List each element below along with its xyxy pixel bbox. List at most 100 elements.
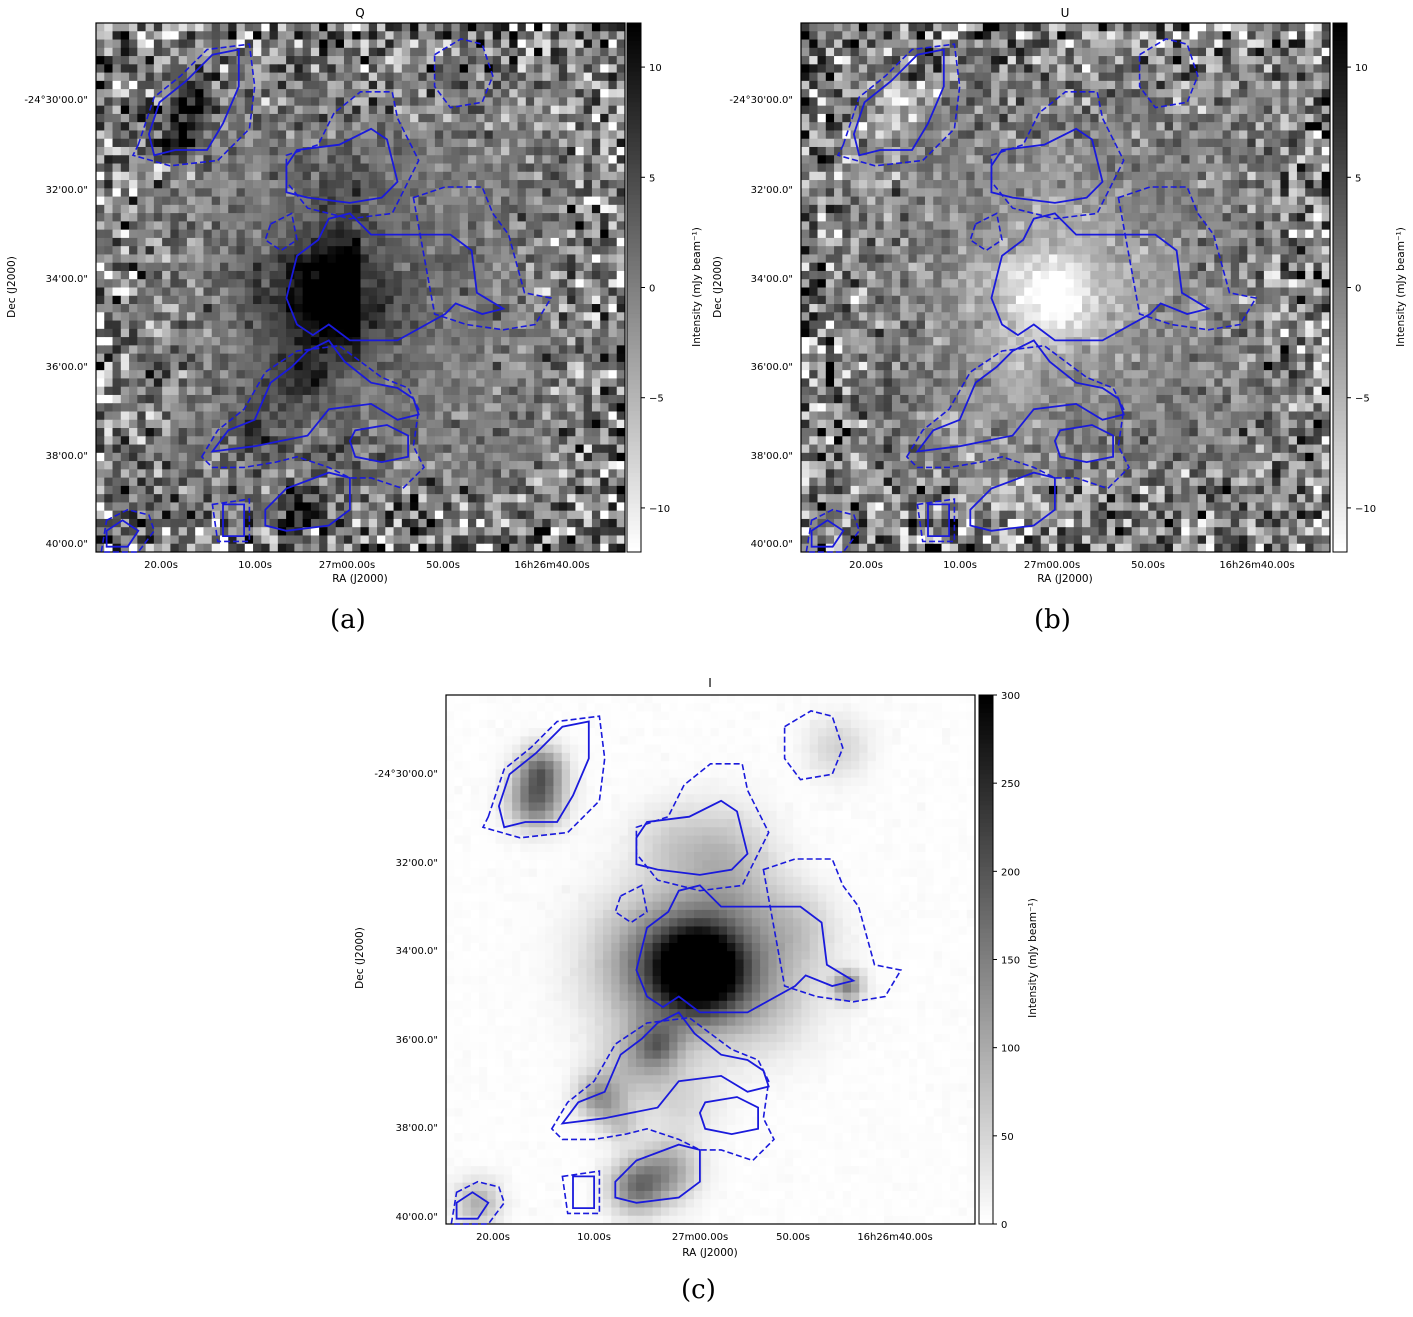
map-pixel [559, 147, 568, 156]
map-pixel [162, 205, 171, 214]
map-pixel [608, 304, 617, 313]
map-pixel [435, 395, 444, 404]
map-pixel [551, 172, 560, 181]
map-pixel [501, 122, 510, 131]
map-pixel [1223, 64, 1232, 73]
map-pixel [427, 544, 436, 553]
map-pixel [551, 312, 560, 321]
map-pixel [212, 89, 221, 98]
map-pixel [933, 114, 942, 123]
map-pixel [187, 81, 196, 90]
map-pixel [451, 345, 460, 354]
map-pixel [1247, 89, 1256, 98]
map-pixel [617, 337, 626, 346]
map-pixel [361, 494, 370, 503]
map-pixel [96, 312, 105, 321]
map-pixel [294, 461, 303, 470]
map-pixel [228, 387, 237, 396]
map-pixel [96, 511, 105, 520]
map-pixel [129, 122, 138, 131]
map-pixel [534, 469, 543, 478]
map-pixel [377, 147, 386, 156]
map-pixel [162, 337, 171, 346]
map-pixel [327, 130, 336, 139]
map-pixel [96, 453, 105, 462]
map-pixel [146, 494, 155, 503]
map-pixel [377, 511, 386, 520]
map-pixel [526, 246, 535, 255]
map-pixel [418, 31, 427, 40]
map-pixel [584, 23, 593, 32]
map-pixel [352, 230, 361, 239]
map-pixel [278, 321, 287, 330]
map-pixel [385, 288, 394, 297]
colorbar-swatch [627, 314, 641, 319]
map-pixel [534, 403, 543, 412]
map-pixel [460, 436, 469, 445]
map-pixel [170, 387, 179, 396]
map-pixel [418, 403, 427, 412]
map-pixel [608, 221, 617, 230]
map-pixel [427, 494, 436, 503]
map-pixel [129, 469, 138, 478]
map-pixel [327, 246, 336, 255]
map-pixel [113, 354, 122, 363]
map-pixel [567, 164, 576, 173]
map-pixel [96, 48, 105, 57]
map-pixel [559, 114, 568, 123]
map-pixel [195, 544, 204, 553]
map-pixel [1206, 73, 1215, 82]
map-pixel [509, 64, 518, 73]
map-pixel [327, 106, 336, 115]
map-pixel [245, 362, 254, 371]
map-pixel [261, 345, 270, 354]
map-pixel [600, 23, 609, 32]
map-pixel [451, 370, 460, 379]
map-pixel [493, 494, 502, 503]
map-pixel [567, 230, 576, 239]
map-pixel [212, 172, 221, 181]
map-pixel [96, 73, 105, 82]
map-pixel [468, 486, 477, 495]
map-pixel [1198, 89, 1207, 98]
map-pixel [542, 130, 551, 139]
map-pixel [113, 445, 122, 454]
map-pixel [129, 354, 138, 363]
map-pixel [476, 147, 485, 156]
map-pixel [113, 436, 122, 445]
map-pixel [377, 254, 386, 263]
map-pixel [1099, 31, 1108, 40]
map-pixel [261, 279, 270, 288]
map-pixel [187, 114, 196, 123]
map-pixel [253, 246, 262, 255]
map-pixel [261, 544, 270, 553]
map-pixel [402, 197, 411, 206]
map-pixel [303, 535, 312, 544]
map-pixel [352, 106, 361, 115]
map-pixel [567, 304, 576, 313]
map-pixel [1074, 40, 1083, 49]
map-pixel [162, 271, 171, 280]
map-pixel [179, 271, 188, 280]
map-pixel [294, 378, 303, 387]
map-pixel [212, 354, 221, 363]
map-pixel [187, 288, 196, 297]
map-pixel [154, 213, 163, 222]
map-pixel [245, 155, 254, 164]
map-pixel [344, 428, 353, 437]
map-pixel [966, 97, 975, 106]
map-pixel [369, 279, 378, 288]
map-pixel [942, 23, 951, 32]
map-pixel [121, 354, 130, 363]
map-pixel [294, 114, 303, 123]
map-pixel [575, 197, 584, 206]
map-pixel [427, 428, 436, 437]
map-pixel [369, 106, 378, 115]
map-pixel [592, 56, 601, 65]
map-pixel [1280, 97, 1289, 106]
map-pixel [253, 31, 262, 40]
map-pixel [303, 378, 312, 387]
map-pixel [369, 288, 378, 297]
map-pixel [96, 445, 105, 454]
map-pixel [542, 164, 551, 173]
